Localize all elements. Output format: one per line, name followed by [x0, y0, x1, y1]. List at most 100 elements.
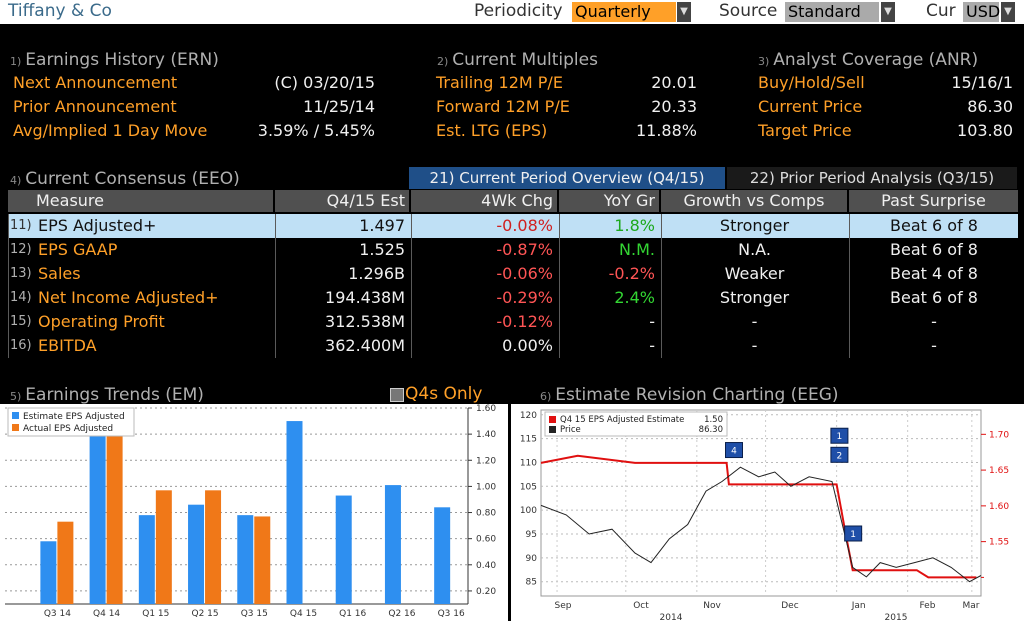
- forward-pe-label: Forward 12M P/E: [436, 97, 570, 116]
- avg-move-label: Avg/Implied 1 Day Move: [13, 121, 208, 140]
- column-header[interactable]: Growth vs Comps: [661, 190, 847, 212]
- current-consensus-title[interactable]: 4) Current Consensus (EEO): [10, 169, 240, 189]
- cell-measure[interactable]: EBITDA: [38, 336, 97, 355]
- y-tick-label: 0.40: [476, 561, 496, 571]
- forward-pe-value: 20.33: [651, 97, 697, 116]
- chevron-down-icon[interactable]: ▼: [677, 2, 691, 22]
- year-label: 2014: [660, 613, 683, 621]
- currency-dropdown[interactable]: USD: [963, 2, 1000, 22]
- earnings-history-title[interactable]: 1) Earnings History (ERN): [10, 50, 219, 70]
- legend-label: Actual EPS Adjusted: [23, 424, 113, 434]
- y-tick-label: 1.40: [476, 430, 496, 440]
- trailing-pe-value: 20.01: [651, 73, 697, 92]
- revision-marker: [844, 525, 863, 542]
- table-border: [8, 214, 9, 358]
- cell-comps: Weaker: [661, 262, 847, 286]
- next-announcement-value: (C) 03/20/15: [274, 73, 375, 92]
- x-tick-label: Q2 15: [191, 609, 218, 619]
- row-number: 14): [10, 290, 32, 305]
- x-tick-label: Q3 15: [241, 609, 268, 619]
- periodicity-label: Periodicity: [474, 1, 563, 21]
- section-number: 6): [540, 390, 552, 403]
- current-multiples-title[interactable]: 2) Current Multiples: [437, 50, 598, 70]
- earnings-trends-title[interactable]: 5) Earnings Trends (EM): [10, 385, 204, 405]
- cell-yoy: -0.2%: [559, 262, 659, 286]
- cell-measure[interactable]: Sales: [38, 264, 81, 283]
- y-tick-label: 1.20: [476, 456, 496, 466]
- section-title-text: Current Consensus (EEO): [25, 169, 240, 189]
- periodicity-dropdown[interactable]: Quarterly: [572, 2, 676, 22]
- column-header[interactable]: YoY Gr: [559, 190, 659, 212]
- tab-prior-period[interactable]: 22) Prior Period Analysis (Q3/15): [727, 167, 1017, 189]
- chevron-down-icon[interactable]: ▼: [881, 2, 895, 22]
- row-number: 13): [10, 266, 32, 281]
- cell-measure[interactable]: Net Income Adjusted+: [38, 288, 219, 307]
- chart-background: [511, 404, 1024, 621]
- q4s-only-label: Q4s Only: [405, 384, 483, 404]
- x-tick-label: Oct: [633, 601, 649, 611]
- bar-estimate: [237, 515, 254, 604]
- revision-chart-title[interactable]: 6) Estimate Revision Charting (EEG): [540, 385, 839, 405]
- cell-measure[interactable]: EPS Adjusted+: [38, 216, 157, 235]
- revision-marker-label: 1: [850, 530, 856, 540]
- x-tick-label: Q4 14: [93, 609, 120, 619]
- legend-swatch: [12, 412, 19, 419]
- cell-est: 1.525: [275, 238, 409, 262]
- x-tick-label: Q1 16: [339, 609, 366, 619]
- x-tick-label: Sep: [555, 601, 572, 611]
- last-value-tag: [984, 571, 1022, 584]
- tab-current-period[interactable]: 21) Current Period Overview (Q4/15): [409, 167, 725, 189]
- legend-label: Price: [560, 425, 581, 435]
- column-header[interactable]: 4Wk Chg: [411, 190, 557, 212]
- cell-comps: -: [661, 310, 847, 334]
- x-tick-label: Nov: [703, 601, 721, 611]
- column-header[interactable]: Past Surprise: [849, 190, 1018, 212]
- earnings-trends-chart: 0.20 0.40 0.60 0.80 1.00 1.20 1.40 1.60 Q3 14 Q4 …: [0, 404, 508, 621]
- chevron-down-icon[interactable]: ▼: [1001, 2, 1015, 22]
- right-y-tick-label: 1.65: [989, 466, 1009, 476]
- legend-last-value: 1.50: [704, 415, 723, 425]
- cell-surprise: -: [849, 334, 1018, 358]
- cell-chg: -0.29%: [411, 286, 557, 310]
- cell-comps: -: [661, 334, 847, 358]
- cell-yoy: -: [559, 334, 659, 358]
- cell-est: 362.400M: [275, 334, 409, 358]
- cell-measure[interactable]: Operating Profit: [38, 312, 165, 331]
- revision-marker: [830, 427, 849, 444]
- bar-estimate: [434, 507, 451, 604]
- left-y-tick-label: 95: [526, 530, 537, 540]
- bar-estimate: [335, 495, 352, 604]
- legend: [7, 407, 135, 437]
- column-header[interactable]: Q4/15 Est: [275, 190, 409, 212]
- section-number: 1): [10, 55, 22, 68]
- column-header[interactable]: Measure: [8, 190, 273, 212]
- bar-actual: [106, 434, 123, 604]
- avg-move-value: 3.59% / 5.45%: [257, 121, 375, 140]
- bar-estimate: [188, 504, 205, 604]
- legend-swatch: [549, 426, 556, 433]
- left-y-tick-label: 105: [520, 482, 537, 492]
- q4s-only-checkbox[interactable]: [390, 388, 404, 402]
- section-number: 4): [10, 174, 22, 187]
- section-title-text: Analyst Coverage (ANR): [773, 50, 979, 70]
- estimate-series-line: [540, 454, 977, 579]
- section-title-text: Current Multiples: [452, 50, 598, 70]
- right-y-tick-label: 1.55: [989, 538, 1009, 548]
- y-tick-label: 0.80: [476, 509, 496, 519]
- section-title-text: Earnings Trends (EM): [25, 385, 204, 405]
- consensus-table: Measure Q4/15 Est 4Wk Chg YoY Gr Growth vs C…: [8, 190, 1018, 360]
- buy-hold-sell-value: 15/16/1: [951, 73, 1013, 92]
- revision-marker-label: 4: [731, 447, 737, 457]
- right-y-tick-label: 1.70: [989, 430, 1009, 440]
- section-number: 2): [437, 55, 449, 68]
- legend-label: Estimate EPS Adjusted: [23, 412, 125, 422]
- prior-announcement-value: 11/25/14: [303, 97, 375, 116]
- cell-measure[interactable]: EPS GAAP: [38, 240, 118, 259]
- current-price-value: 86.30: [967, 97, 1013, 116]
- target-price-label: Target Price: [758, 121, 852, 140]
- source-dropdown[interactable]: Standard: [785, 2, 879, 22]
- analyst-coverage-title[interactable]: 3) Analyst Coverage (ANR): [758, 50, 978, 70]
- y-tick-label: 1.00: [476, 482, 496, 492]
- target-price-value: 103.80: [957, 121, 1013, 140]
- ltg-label: Est. LTG (EPS): [436, 121, 548, 140]
